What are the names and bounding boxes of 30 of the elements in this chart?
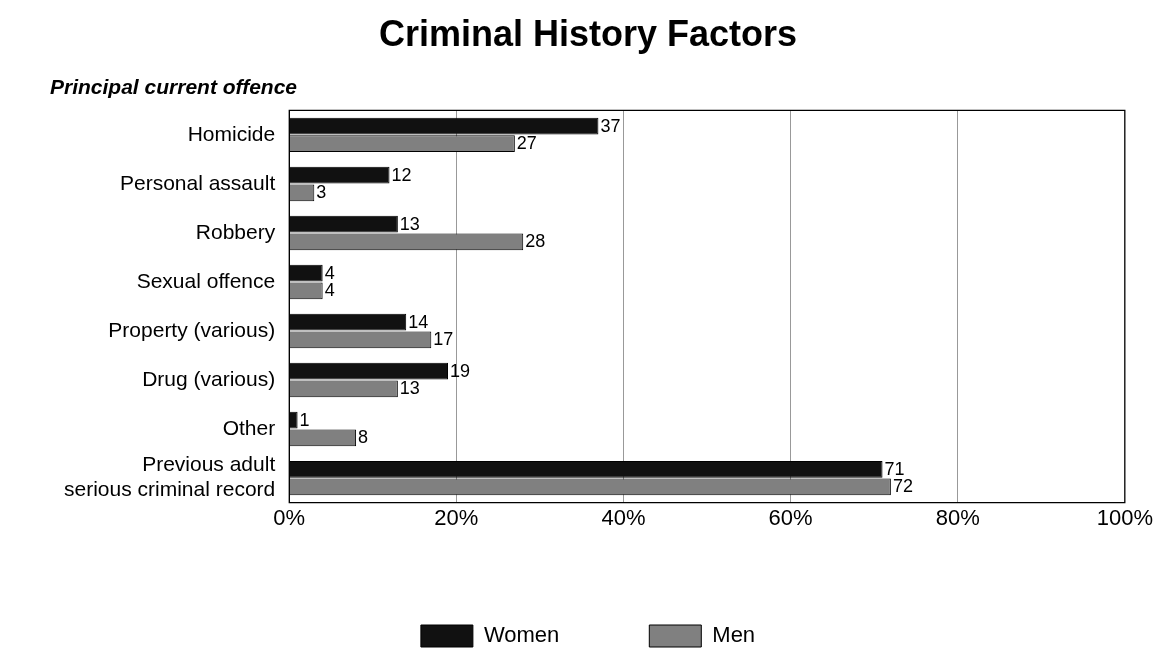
x-tick-label: 100%	[1096, 504, 1154, 530]
y-tick-label: Homicide	[187, 121, 276, 145]
data-label: 19	[450, 361, 471, 382]
data-label: 17	[433, 328, 454, 349]
data-label: 28	[525, 230, 546, 251]
chart-subtitle: Principal current offence	[50, 74, 298, 98]
x-tick-label: 60%	[768, 504, 813, 530]
legend-label: Women	[483, 622, 560, 648]
data-label: 27	[516, 132, 537, 153]
data-label: 13	[399, 214, 420, 235]
x-tick-label: 0%	[273, 504, 306, 530]
y-tick-label: Sexual offence	[136, 268, 276, 292]
data-label: 3	[316, 181, 327, 202]
data-label: 12	[391, 165, 412, 186]
data-label: 1	[299, 410, 310, 431]
data-label: 8	[358, 426, 369, 447]
data-label: 13	[399, 377, 420, 398]
x-tick-label: 20%	[434, 504, 479, 530]
x-tick-label: 80%	[935, 504, 980, 530]
y-tick-label: Other	[222, 415, 276, 439]
data-label: 14	[408, 312, 429, 333]
chart-title: Criminal History Factors	[378, 12, 798, 54]
legend-label: Men	[712, 622, 756, 648]
x-tick-label: 40%	[601, 504, 646, 530]
y-tick-label: Property (various)	[108, 317, 276, 341]
data-label: 37	[600, 116, 621, 137]
y-tick-label: Robbery	[195, 219, 276, 243]
y-tick-label: Previous adult serious criminal record	[64, 452, 276, 501]
y-tick-label: Personal assault	[119, 170, 276, 194]
y-tick-label: Drug (various)	[142, 366, 276, 390]
